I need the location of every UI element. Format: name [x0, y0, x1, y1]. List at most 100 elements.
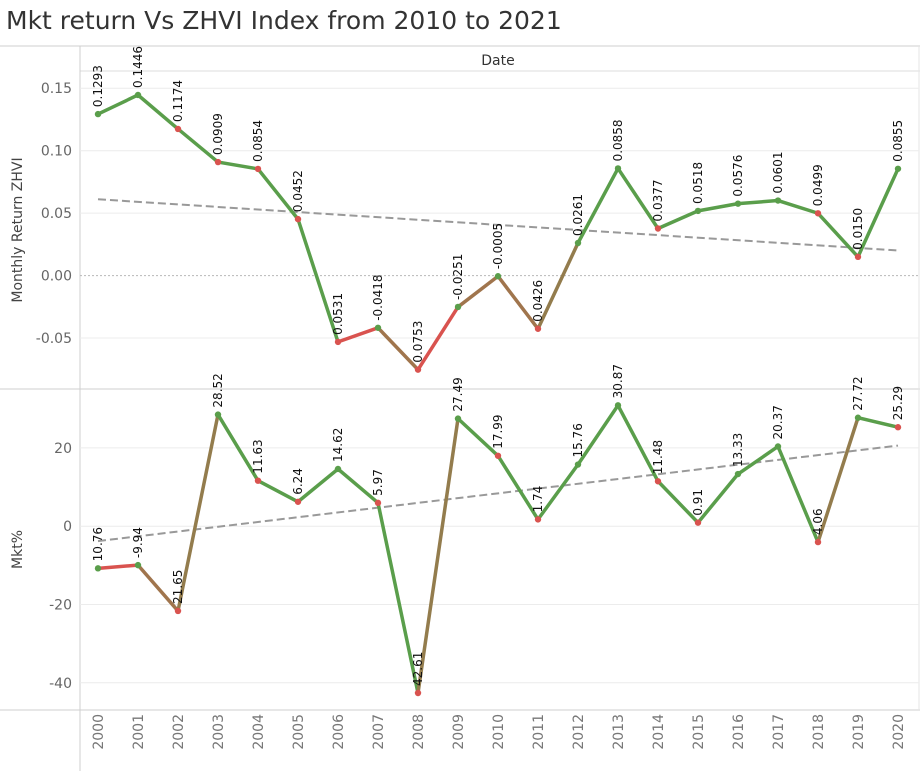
data-label: 10.76	[91, 527, 105, 561]
series-segment	[96, 563, 140, 571]
x-tick-label: 2008	[411, 714, 427, 750]
data-label: -0.0251	[451, 254, 465, 300]
data-point	[414, 689, 422, 697]
x-tick-label: 2011	[531, 714, 547, 750]
panel-zhvi: -0.05 0.00 0.05 0.10 0.15 Monthly Return ZHVI…	[10, 46, 919, 373]
data-label: 13.33	[731, 433, 745, 467]
x-axis: 2000 2001 2002 2003 2004 2005 2006 2007 2008 2009…	[91, 714, 907, 750]
series-segment	[216, 412, 260, 483]
data-point	[134, 561, 142, 569]
x-tick-label: 2009	[451, 714, 467, 750]
series-segment	[536, 462, 580, 522]
series-segment	[96, 93, 140, 116]
data-label: 0.0858	[611, 119, 625, 161]
data-point	[854, 253, 862, 261]
data-point	[454, 415, 462, 422]
series-segment	[136, 563, 180, 613]
series-segment	[136, 93, 180, 131]
data-label: -0.0005	[491, 223, 505, 269]
data-point	[894, 165, 902, 172]
series-segment	[816, 415, 860, 544]
data-label: 0.0377	[651, 180, 665, 222]
y-tick-label: 20	[54, 441, 72, 457]
data-label: 0.0531	[331, 293, 345, 335]
series-segment	[376, 326, 420, 372]
series-segment	[776, 444, 820, 544]
x-tick-label: 2015	[691, 714, 707, 750]
x-tick-label: 2010	[491, 714, 507, 750]
series-segment	[456, 274, 500, 309]
series-segment	[296, 217, 340, 344]
data-label: 28.52	[211, 373, 225, 407]
data-label: 27.72	[851, 376, 865, 410]
series-segment	[856, 167, 900, 259]
series-segment	[656, 209, 700, 231]
data-point	[694, 207, 702, 215]
series-segment	[616, 166, 660, 231]
data-label: 0.0854	[251, 120, 265, 162]
data-point	[614, 402, 622, 409]
data-point	[214, 158, 222, 166]
x-tick-label: 2003	[211, 714, 227, 750]
x-tick-label: 2007	[371, 714, 387, 750]
trend-line	[97, 444, 899, 543]
data-label: 0.0518	[691, 162, 705, 204]
data-point	[134, 91, 142, 99]
x-tick-label: 2004	[251, 714, 267, 750]
series-segment	[696, 472, 740, 525]
y-tick-label: 0.05	[41, 206, 72, 222]
series-segment	[256, 167, 300, 221]
series-segment	[416, 416, 460, 695]
data-point	[814, 210, 822, 217]
series-segment	[416, 305, 460, 372]
data-label: 0.0753	[411, 321, 425, 363]
data-label: 6.24	[291, 468, 305, 495]
x-tick-label: 2000	[91, 714, 107, 750]
data-point	[454, 303, 462, 311]
data-point	[374, 499, 382, 507]
data-label: 21.65	[171, 570, 185, 604]
x-tick-label: 2013	[611, 714, 627, 750]
data-point	[894, 424, 902, 431]
data-label: 0.0601	[771, 152, 785, 194]
data-label: 0.1174	[171, 80, 185, 122]
data-label: 0.0426	[531, 280, 545, 322]
series-segment	[376, 501, 420, 695]
data-point	[254, 165, 262, 173]
data-label: 0.0261	[571, 194, 585, 236]
data-label: 11.63	[251, 439, 265, 473]
data-point	[334, 465, 342, 473]
data-label: 0.1293	[91, 65, 105, 107]
y-tick-label: 0.10	[41, 144, 72, 160]
panel-mkt: -40 -20 0 20 Mkt% 10.76 -9.94 21.65 28.52 11.63 6.…	[10, 364, 919, 697]
series-segment	[696, 201, 740, 213]
x-tick-label: 2016	[731, 714, 747, 750]
x-tick-label: 2001	[131, 714, 147, 750]
data-label: 0.0452	[291, 170, 305, 212]
data-label: 25.29	[891, 386, 905, 420]
x-tick-label: 2006	[331, 714, 347, 750]
data-label: 0.0499	[811, 164, 825, 206]
series-segment	[536, 241, 580, 331]
data-label: 0.0150	[851, 208, 865, 250]
data-label: 1.74	[531, 486, 545, 513]
data-label: 0.1446	[131, 46, 145, 88]
x-tick-label: 2005	[291, 714, 307, 750]
data-point	[174, 125, 182, 133]
series-segment	[256, 478, 300, 504]
data-label: -0.0418	[371, 274, 385, 320]
data-label: 0.0576	[731, 155, 745, 197]
y-tick-label: 0	[63, 519, 72, 535]
series-segment	[296, 467, 340, 504]
x-tick-label: 2014	[651, 714, 667, 750]
trend-line	[97, 198, 899, 252]
data-point	[294, 215, 302, 223]
data-point	[94, 110, 102, 118]
x-tick-label: 2012	[571, 714, 587, 750]
series-segment	[336, 326, 380, 344]
data-label: 11.48	[651, 440, 665, 474]
data-point	[614, 165, 622, 172]
data-point	[414, 366, 422, 373]
y-tick-label: 0.15	[41, 81, 72, 97]
data-label: 20.37	[771, 405, 785, 439]
